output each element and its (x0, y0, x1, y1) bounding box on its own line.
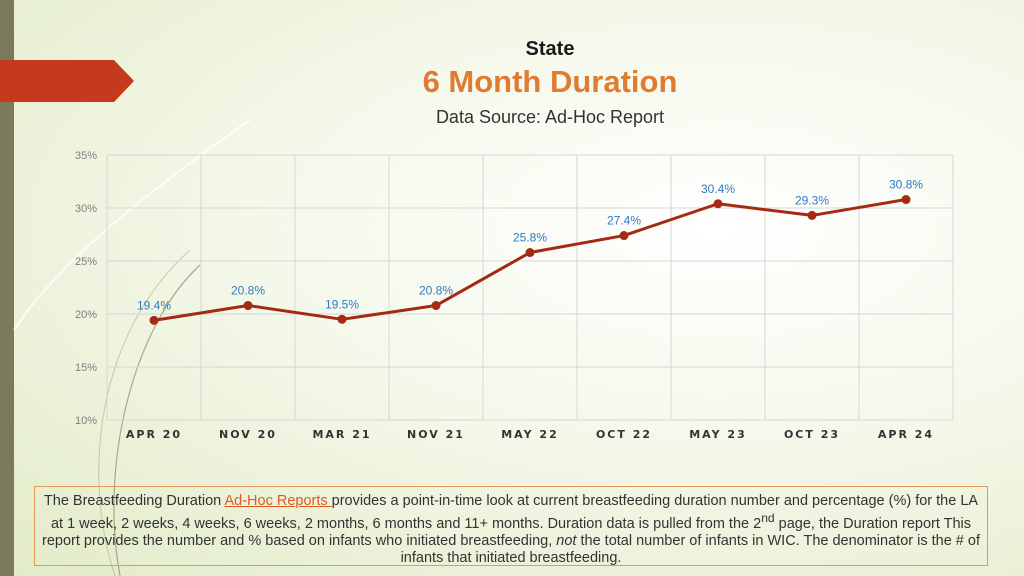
data-point (149, 315, 159, 325)
footer-text-1: The Breastfeeding Duration (43, 493, 225, 509)
data-label: 29.3% (795, 193, 829, 207)
y-tick-label: 25% (75, 256, 97, 268)
data-point (807, 210, 817, 220)
data-label: 25.8% (513, 231, 547, 245)
chart-titles: State 6 Month Duration Data Source: Ad-H… (300, 36, 800, 130)
data-label: 20.8% (419, 284, 453, 298)
y-tick-label: 30% (75, 203, 97, 215)
footer-text-3: page, the Duration report This report pr… (42, 515, 972, 549)
data-label: 27.4% (607, 214, 641, 228)
data-point (525, 248, 535, 258)
ad-hoc-reports-link[interactable]: Ad-Hoc Reports (224, 493, 332, 509)
x-tick-label: NOV 21 (407, 428, 465, 441)
chart-subtitle: 6 Month Duration (422, 64, 678, 99)
x-tick-label: APR 24 (878, 428, 934, 441)
data-label: 20.8% (231, 284, 265, 298)
data-point (337, 314, 347, 324)
footer-text-2: provides a point-in-time look at current… (50, 493, 979, 532)
x-tick-label: APR 20 (126, 428, 182, 441)
data-point (901, 195, 911, 205)
data-point (713, 199, 723, 209)
x-tick-label: MAY 22 (501, 428, 559, 441)
data-label: 30.4% (701, 182, 735, 196)
y-tick-label: 35% (75, 150, 97, 162)
x-tick-label: NOV 20 (219, 428, 277, 441)
sidebar-strip (0, 0, 14, 576)
arrow-banner-icon (0, 60, 134, 102)
footer-sup: nd (761, 511, 775, 525)
data-label: 19.4% (137, 298, 171, 312)
data-point (243, 301, 253, 311)
footer-text-4: the total number of infants in WIC. The … (400, 532, 980, 566)
chart-title: State (525, 38, 575, 60)
footer-note: The Breastfeeding Duration Ad-Hoc Report… (34, 486, 988, 566)
series-line (153, 198, 907, 322)
x-tick-label: OCT 22 (596, 428, 652, 441)
y-tick-label: 10% (75, 415, 97, 427)
line-chart: 10% 15% 20% 25% 30% 35% APR 20 NOV 20 MAR 21 NOV… (75, 150, 954, 441)
y-tick-label: 15% (75, 362, 97, 374)
data-label: 30.8% (889, 178, 923, 192)
footer-emphasis: not (556, 532, 577, 549)
data-point (431, 301, 441, 311)
x-tick-label: OCT 23 (784, 428, 840, 441)
x-tick-label: MAR 21 (312, 428, 371, 441)
data-point (619, 231, 629, 241)
data-label: 19.5% (325, 297, 359, 311)
y-tick-label: 20% (75, 309, 97, 321)
x-tick-label: MAY 23 (689, 428, 747, 441)
data-source: Data Source: Ad-Hoc Report (435, 107, 665, 127)
